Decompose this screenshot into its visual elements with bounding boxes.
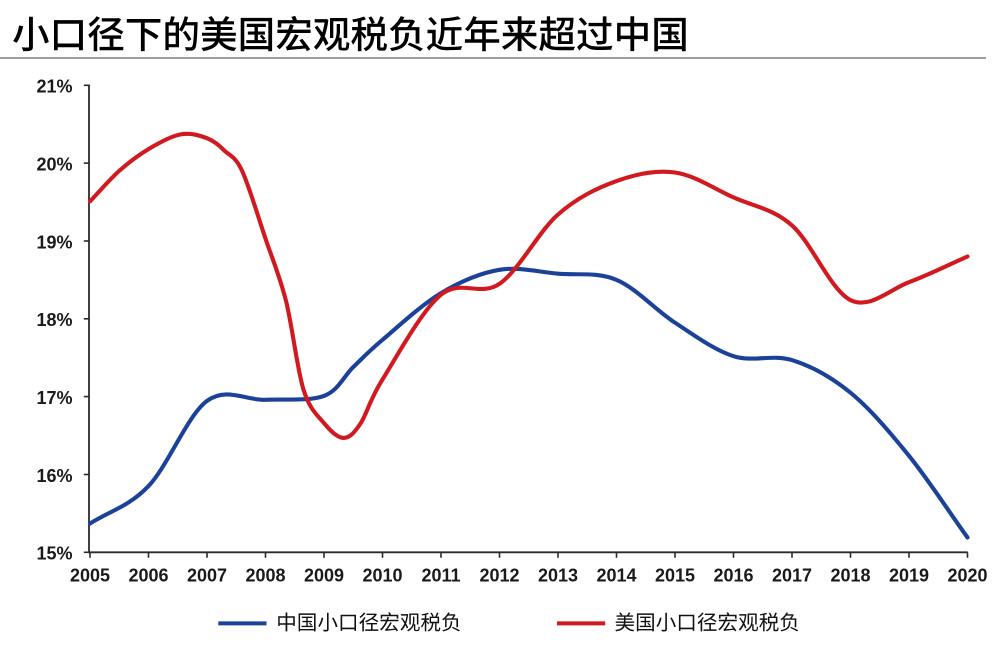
svg-text:2013: 2013 [538, 566, 578, 586]
svg-text:20%: 20% [36, 155, 72, 175]
svg-text:17%: 17% [36, 388, 72, 408]
svg-text:2009: 2009 [304, 566, 344, 586]
svg-text:2018: 2018 [830, 566, 870, 586]
svg-text:2008: 2008 [245, 566, 285, 586]
svg-text:21%: 21% [36, 77, 72, 97]
svg-text:2020: 2020 [947, 566, 987, 586]
svg-text:2016: 2016 [713, 566, 753, 586]
svg-text:16%: 16% [36, 466, 72, 486]
svg-text:2005: 2005 [70, 566, 110, 586]
svg-text:2006: 2006 [128, 566, 168, 586]
svg-text:2015: 2015 [655, 566, 695, 586]
svg-text:19%: 19% [36, 232, 72, 252]
svg-text:2012: 2012 [479, 566, 519, 586]
svg-text:15%: 15% [36, 544, 72, 564]
svg-text:2010: 2010 [362, 566, 402, 586]
svg-text:2014: 2014 [596, 566, 636, 586]
svg-text:2011: 2011 [421, 566, 460, 586]
svg-text:2019: 2019 [889, 566, 929, 586]
svg-text:2007: 2007 [187, 566, 227, 586]
svg-text:18%: 18% [36, 310, 72, 330]
svg-text:2017: 2017 [772, 566, 812, 586]
